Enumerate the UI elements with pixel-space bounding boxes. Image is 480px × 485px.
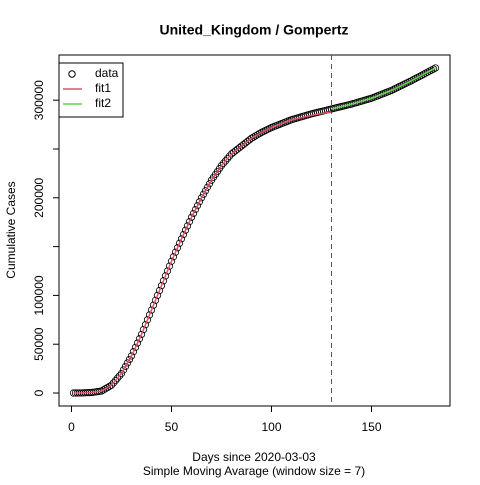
legend-label: fit1 (95, 81, 111, 95)
data-point (407, 77, 416, 85)
y-tick-label: 200000 (32, 177, 46, 217)
data-point (199, 190, 208, 198)
data-point (191, 205, 200, 214)
data-point (135, 335, 144, 343)
data-point (205, 180, 214, 188)
data-point (169, 253, 178, 261)
legend-label: data (95, 66, 119, 80)
data-point (183, 222, 192, 230)
fit-line (73, 111, 332, 394)
legend-marker (68, 70, 76, 78)
data-point (253, 131, 262, 139)
data-point (195, 198, 204, 206)
data-point (217, 161, 226, 170)
y-tick-label: 50000 (32, 327, 46, 361)
data-point (193, 202, 202, 210)
subtitle: Simple Moving Avarage (window size = 7) (143, 464, 365, 478)
data-point (161, 272, 170, 280)
data-point (149, 301, 158, 309)
data-point (427, 66, 436, 74)
x-tick-label: 150 (361, 420, 381, 434)
y-tick-label: 100000 (32, 275, 46, 315)
data-point (431, 64, 440, 72)
data-point (197, 194, 206, 202)
data-point (129, 348, 138, 356)
data-point (109, 379, 118, 387)
data-point (181, 226, 190, 234)
data-point (137, 330, 146, 339)
data-point (189, 209, 198, 218)
data-point (247, 134, 256, 142)
data-point (163, 267, 172, 275)
data-point (151, 296, 160, 304)
data-point (139, 325, 148, 334)
data-point (185, 218, 194, 226)
data-point (415, 72, 424, 81)
data-point (147, 306, 156, 314)
x-tick-label: 100 (261, 420, 281, 434)
data-point (175, 239, 184, 247)
x-axis-label: Days since 2020-03-03 (192, 450, 316, 464)
data-point (117, 369, 126, 378)
data-point (115, 372, 124, 380)
data-point (177, 235, 186, 243)
data-point (143, 316, 152, 324)
data-point (155, 286, 164, 295)
legend-label: fit2 (95, 96, 111, 110)
data-point (123, 359, 132, 367)
data-point (225, 152, 234, 160)
data-point (113, 374, 122, 382)
data-point (221, 157, 230, 165)
data-point (103, 383, 112, 392)
data-point (107, 381, 116, 389)
data-point (159, 277, 168, 285)
data-point (167, 257, 176, 265)
data-point (255, 129, 264, 138)
data-point (105, 382, 114, 390)
fit-line (331, 67, 436, 110)
x-tick-label: 50 (165, 420, 179, 434)
data-point (249, 133, 258, 141)
x-tick-label: 0 (68, 420, 75, 434)
data-point (417, 71, 426, 80)
data-point (409, 75, 418, 84)
data-point (251, 132, 260, 140)
y-axis-label: Cumulative Cases (4, 181, 18, 278)
data-point (145, 311, 154, 319)
data-point (127, 352, 136, 360)
data-point (141, 321, 150, 329)
plot-frame (58, 54, 451, 407)
data-point (223, 154, 232, 163)
data-point (125, 355, 134, 364)
data-point (429, 65, 438, 73)
data-point (219, 159, 228, 167)
data-point (165, 262, 174, 270)
data-point (111, 376, 120, 385)
data-point (421, 69, 430, 77)
data-point (411, 74, 420, 83)
data-point (201, 187, 210, 195)
data-point (173, 244, 182, 252)
data-point (157, 282, 166, 290)
chart-title: United_Kingdom / Gompertz (160, 22, 349, 38)
y-tick-label: 300000 (32, 80, 46, 120)
data-point (179, 230, 188, 239)
data-point (423, 68, 432, 76)
data-point (131, 343, 140, 351)
data-point (187, 213, 196, 221)
data-point (153, 291, 162, 300)
data-point (99, 386, 108, 394)
data-point (119, 366, 128, 374)
data-point (101, 385, 110, 393)
data-point (171, 248, 180, 256)
data-point (121, 362, 130, 371)
data-point (203, 183, 212, 191)
y-tick-label: 0 (32, 389, 46, 396)
data-point (419, 70, 428, 78)
data-point (133, 339, 142, 347)
